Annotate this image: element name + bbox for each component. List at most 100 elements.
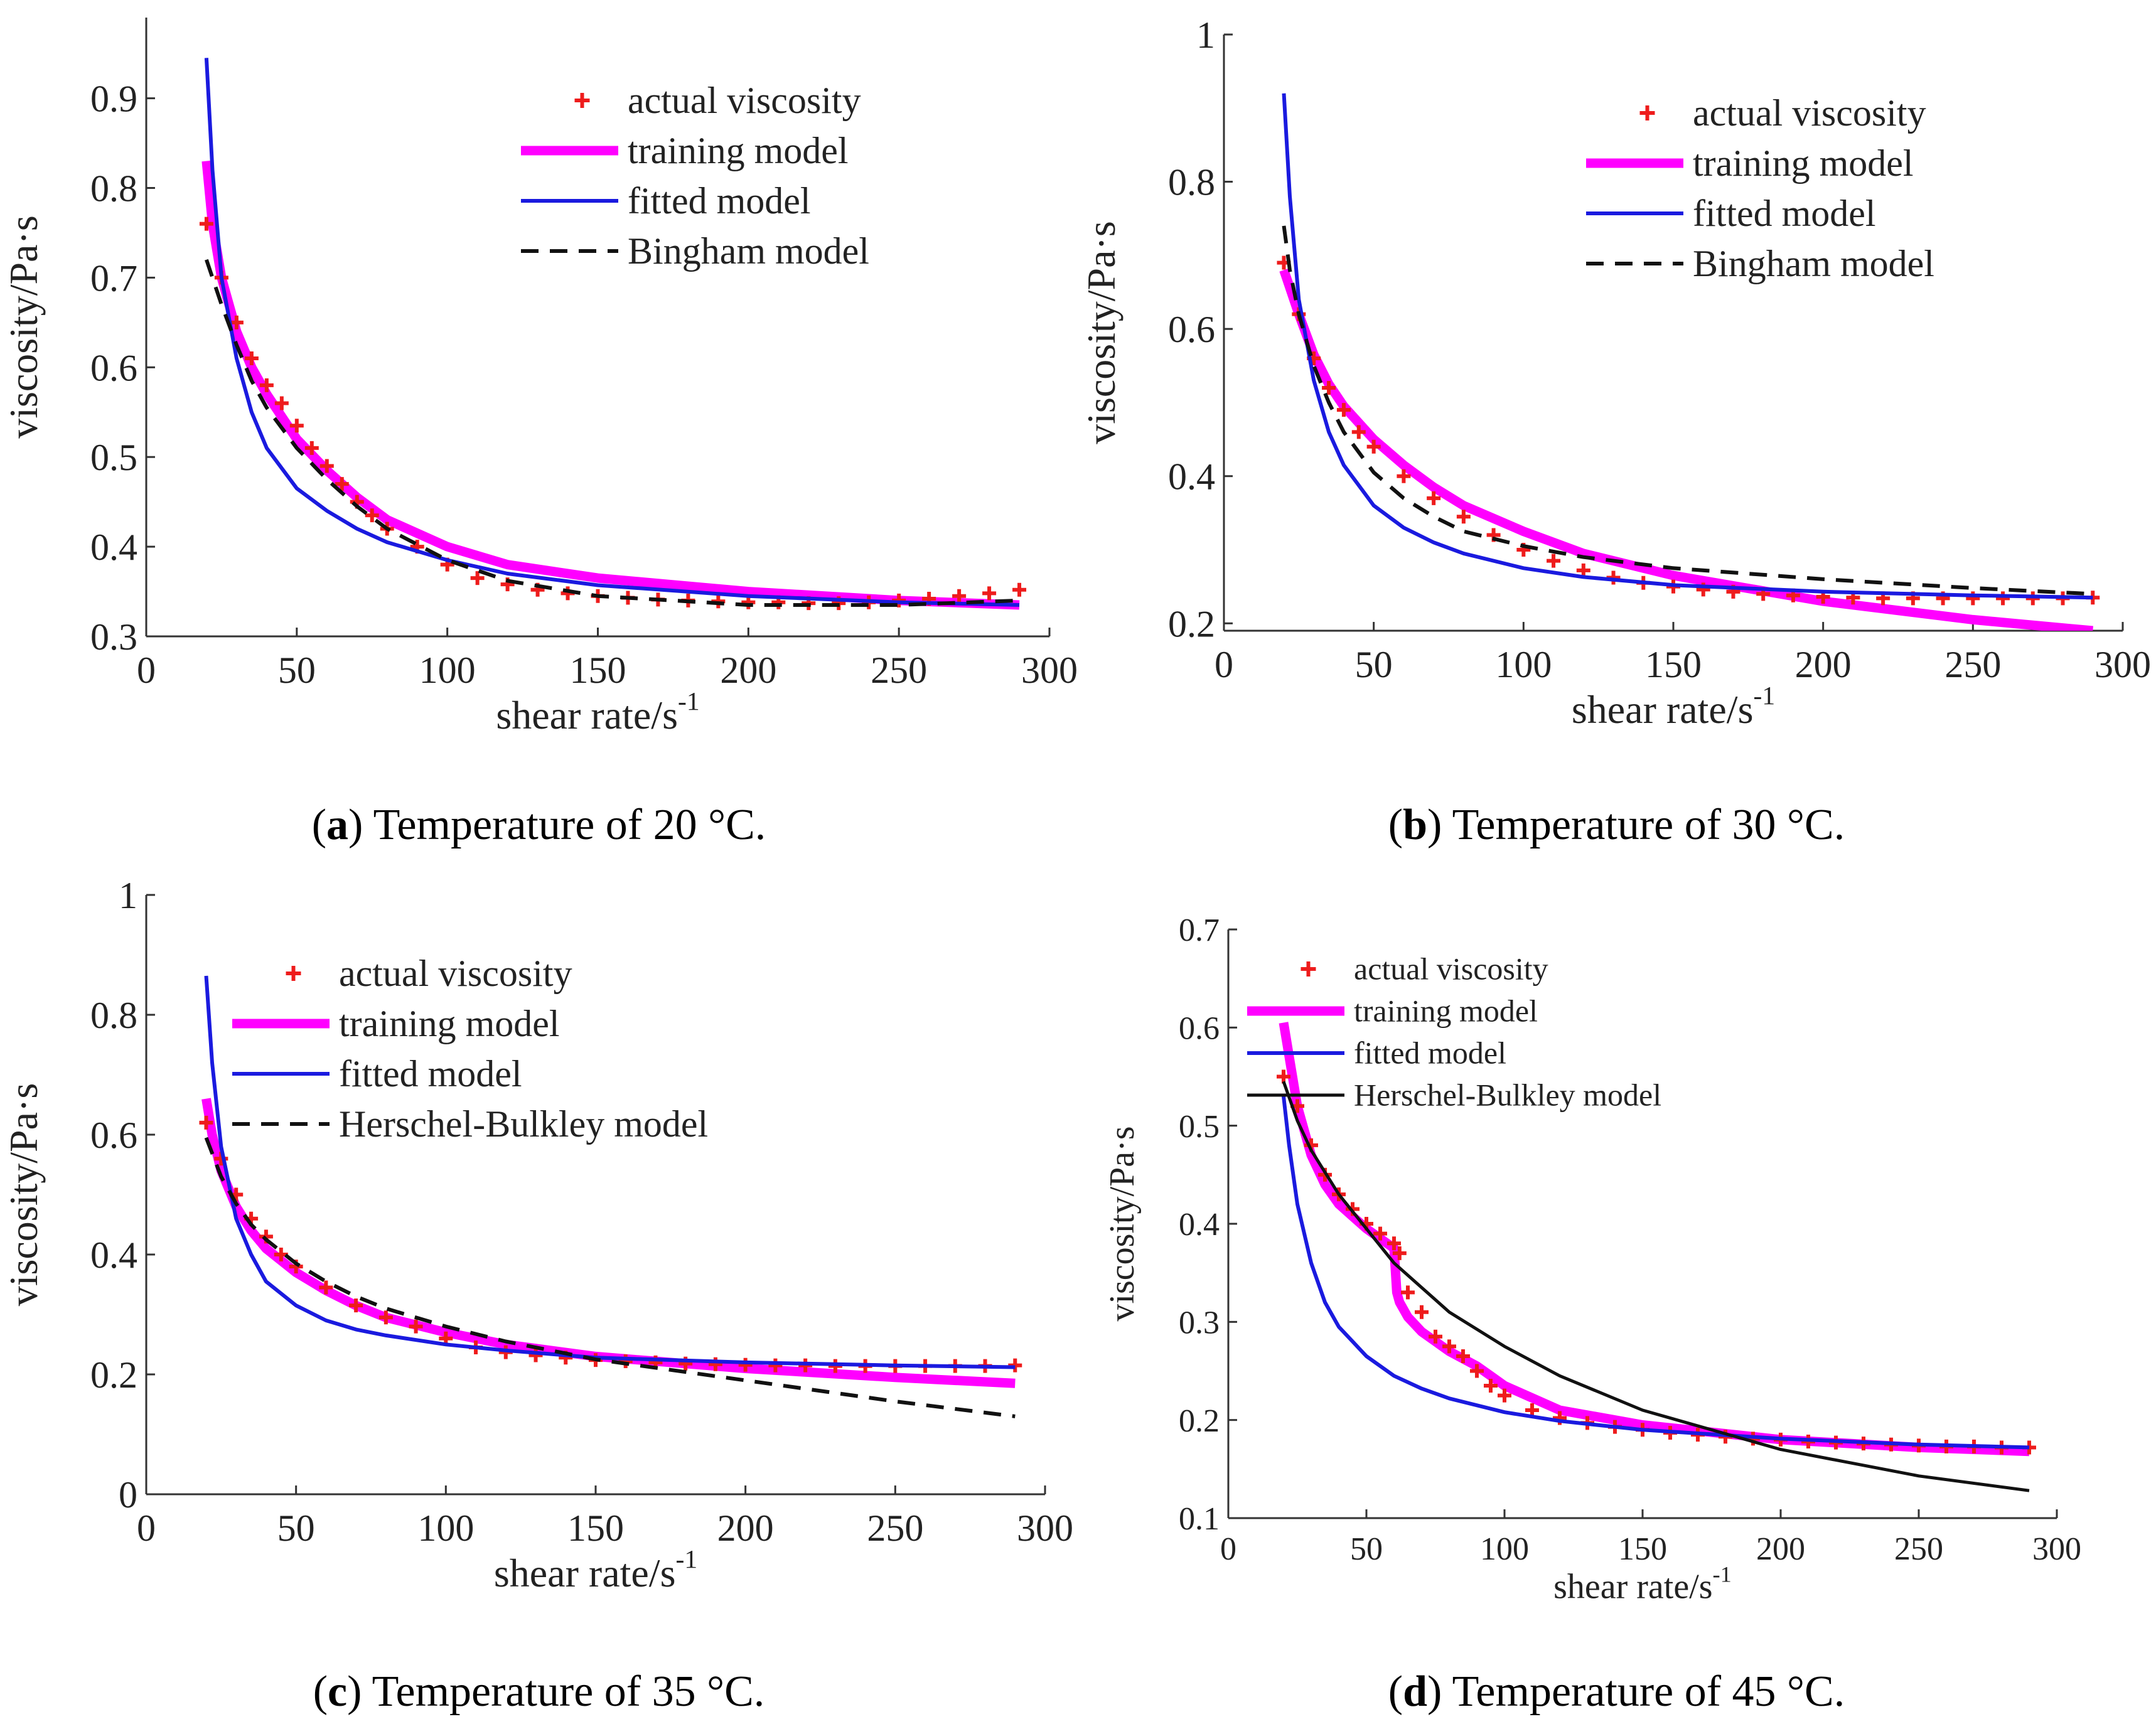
x-tick-label: 100: [419, 650, 476, 691]
y-tick-label: 0.4: [1168, 456, 1215, 498]
y-tick-label: 0.1: [1179, 1501, 1220, 1537]
data-point: [1397, 469, 1411, 483]
series-training-model: [1279, 1022, 2030, 1457]
data-point: [1366, 439, 1381, 454]
y-tick-label: 0.6: [1168, 309, 1215, 350]
panel-a: 0 50 100 150 200 250 300 0.3 0.4 0.5 0.6 0.7 0.8 0.9 s…: [0, 0, 1078, 867]
caption-b-text: Temperature of 30 °C.: [1452, 801, 1845, 849]
chart-b: 0 50 100 150 200 250 300 0.2 0.4 0.6 0.8 1 shear rat…: [1079, 14, 2151, 732]
data-point: [199, 1115, 213, 1130]
y-tick-label: 0.5: [90, 437, 137, 478]
x-axis-label-superscript: -1: [1713, 1561, 1732, 1587]
data-point: [1484, 1378, 1498, 1393]
data-point: [1996, 591, 2010, 606]
x-tick-label: 0: [137, 650, 156, 691]
x-tick-label: 0: [1215, 644, 1233, 685]
y-tick-label: 0.6: [1179, 1011, 1220, 1047]
legend: actual viscosity training model fitted mod…: [1247, 951, 1661, 1113]
data-point: [1429, 1329, 1442, 1344]
x-tick-label: 150: [1618, 1531, 1667, 1567]
series-line: [1282, 1096, 2030, 1450]
x-axis-label-superscript: -1: [678, 687, 700, 715]
x-tick-label: 200: [1795, 644, 1852, 685]
series-line: [205, 259, 1020, 607]
x-tick-label: 100: [1495, 644, 1552, 685]
panel-d: 0 50 100 150 200 250 300 0.1 0.2 0.3 0.4 0.5 0.6 0.7 s…: [1078, 867, 2155, 1733]
data-point: [274, 396, 289, 410]
caption-c: (c) Temperature of 35 °C.: [313, 1667, 765, 1716]
y-tick-label: 0.5: [1179, 1109, 1220, 1145]
x-tick-label: 300: [1021, 650, 1078, 691]
x-tick-label: 200: [720, 650, 776, 691]
series-bingham-model: [1282, 225, 2093, 596]
legend-label-fitted-model: fitted model: [339, 1053, 522, 1094]
legend-swatch-actual: [286, 966, 301, 981]
x-axis-label: shear rate/s-1: [496, 687, 699, 737]
caption-a-letter: a: [326, 801, 349, 849]
caption-b: (b) Temperature of 30 °C.: [1388, 801, 1845, 849]
panel-c: 0 50 100 150 200 250 300 0 0.2 0.4 0.6 0.8 1 shear ra…: [0, 867, 1078, 1733]
x-tick-label: 200: [1756, 1531, 1805, 1567]
data-point: [229, 315, 244, 329]
legend-swatch-actual: [1301, 961, 1316, 977]
y-axis-label: viscosity/Pa·s: [1, 215, 46, 439]
caption-b-letter: b: [1403, 801, 1428, 849]
y-tick-label: 0.2: [90, 1354, 137, 1396]
data-point: [768, 1358, 783, 1373]
data-point: [335, 477, 349, 491]
y-tick-label: 0.7: [1179, 912, 1220, 948]
data-point: [470, 571, 485, 586]
legend-label-herschel-bulkley-model: Herschel-Bulkley model: [1354, 1078, 1661, 1113]
y-tick-label: 0.4: [90, 1234, 137, 1276]
y-tick-label: 1: [119, 875, 137, 916]
y-tick-label: 0: [119, 1474, 137, 1516]
legend-swatch-actual: [1639, 105, 1655, 120]
series-fitted-model: [1282, 1096, 2030, 1450]
x-tick-label: 250: [1944, 644, 2001, 685]
legend: actual viscosity training model fitted mod…: [521, 80, 869, 272]
y-tick-label: 0.3: [90, 616, 137, 658]
panel-b: 0 50 100 150 200 250 300 0.2 0.4 0.6 0.8 1 shear rat…: [1078, 0, 2155, 867]
data-point: [1277, 1069, 1290, 1084]
legend-label-actual-viscosity: actual viscosity: [1693, 92, 1926, 134]
data-point: [1427, 491, 1441, 505]
series-actual-viscosity: [199, 217, 1027, 611]
data-point: [1442, 1339, 1456, 1354]
series-herschel-bulkley-model: [1282, 1081, 2030, 1492]
series-line: [204, 975, 1016, 1369]
series-fitted-model: [204, 975, 1016, 1369]
legend-label-fitted-model: fitted model: [1693, 193, 1876, 234]
legend-label-actual-viscosity: actual viscosity: [628, 80, 861, 121]
series-line: [204, 58, 1020, 607]
legend-label-actual-viscosity: actual viscosity: [339, 953, 572, 994]
x-tick-label: 50: [1355, 644, 1393, 685]
series-line: [1282, 1081, 2030, 1492]
caption-a-text: Temperature of 20 °C.: [373, 801, 766, 849]
data-point: [1470, 1364, 1484, 1378]
series-fitted-model: [204, 58, 1020, 607]
data-point: [1401, 1285, 1415, 1300]
data-point: [365, 508, 379, 523]
data-point: [1322, 380, 1336, 395]
y-tick-label: 0.4: [90, 527, 137, 568]
data-point: [528, 1348, 543, 1362]
data-point: [1392, 1246, 1407, 1260]
y-tick-label: 0.6: [90, 1115, 137, 1156]
legend-label-herschel-bulkley-model: Herschel-Bulkley model: [339, 1103, 708, 1145]
data-point: [1498, 1388, 1511, 1403]
data-point: [1415, 1305, 1429, 1319]
y-tick-label: 0.7: [90, 257, 137, 299]
x-tick-label: 100: [417, 1507, 474, 1549]
x-tick-label: 300: [2032, 1531, 2081, 1567]
data-point: [1351, 425, 1366, 439]
y-tick-label: 0.2: [1179, 1403, 1220, 1439]
y-tick-label: 0.8: [90, 995, 137, 1036]
legend: actual viscosity training model fitted mod…: [1586, 92, 1934, 284]
data-point: [319, 1280, 333, 1295]
legend-label-training-model: training model: [1693, 142, 1914, 184]
x-tick-label: 250: [867, 1507, 923, 1549]
series-line: [1279, 1022, 2030, 1457]
y-tick-label: 0.8: [90, 168, 137, 210]
legend: actual viscosity training model fitted mod…: [232, 953, 708, 1145]
x-tick-label: 150: [1645, 644, 1702, 685]
